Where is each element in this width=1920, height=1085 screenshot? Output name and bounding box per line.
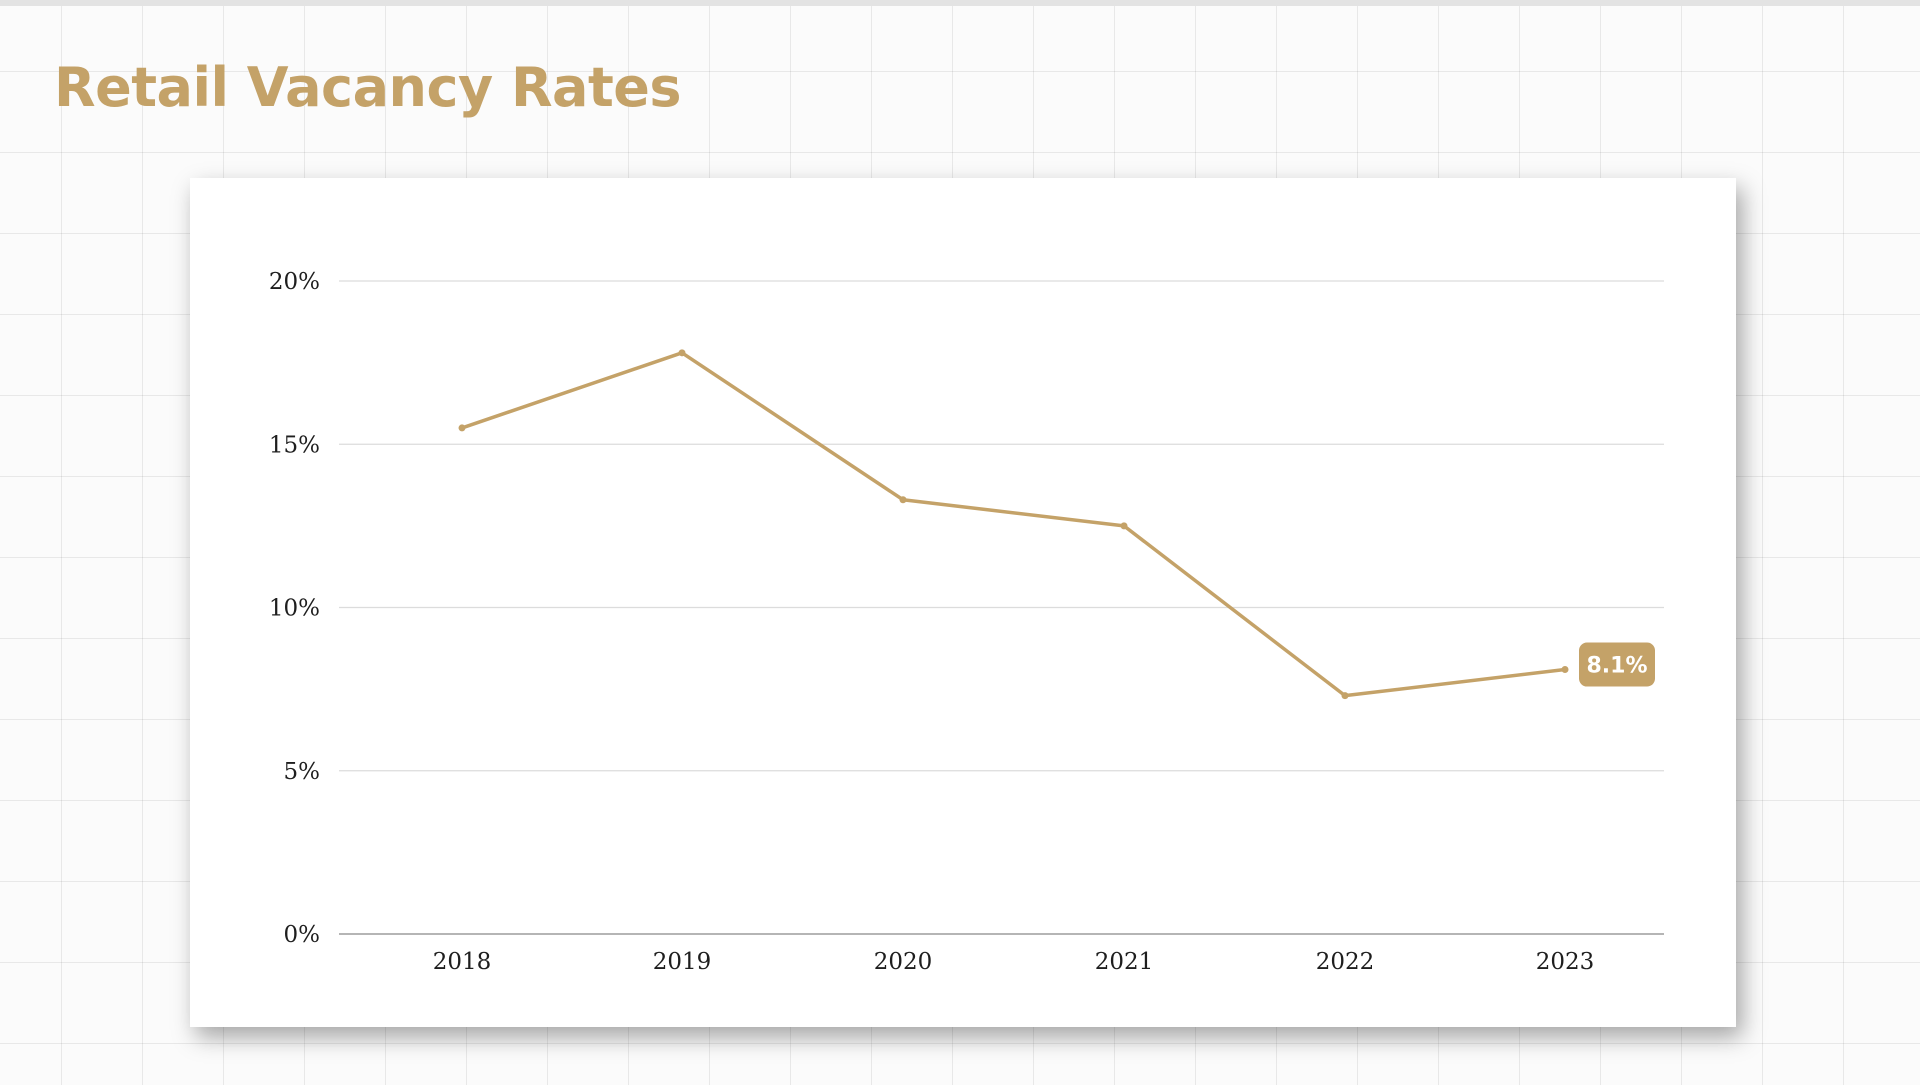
x-tick-label: 2019 [653,949,712,975]
y-tick-label: 20% [269,269,320,295]
callout-badge [1579,642,1655,687]
page-title: Retail Vacancy Rates [54,56,682,119]
data-point [899,496,907,504]
top-edge-bar [0,0,1920,6]
data-point [1561,666,1569,674]
data-point [678,349,686,357]
x-tick-label: 2023 [1536,949,1595,975]
value-callout: 8.1% [1579,642,1655,687]
y-tick-label: 5% [284,759,321,785]
chart-card: 0% 5% 10% 15% 20% 2018 2019 2020 2021 2022 2023 8.1… [190,178,1736,1027]
data-label: 8.1% [1586,654,1647,679]
data-point [458,424,466,432]
x-tick-label: 2020 [874,949,933,975]
series-line [460,351,1567,698]
x-tick-label: 2021 [1095,949,1154,975]
data-point [1120,522,1128,530]
y-tick-label: 10% [269,596,320,622]
x-tick-label: 2022 [1316,949,1375,975]
line-chart: 0% 5% 10% 15% 20% 2018 2019 2020 2021 2022 2023 8.1… [269,269,1664,975]
x-tick-label: 2018 [433,949,492,975]
data-point [1341,692,1349,700]
y-tick-label: 15% [269,432,320,458]
y-tick-label: 0% [284,922,321,948]
